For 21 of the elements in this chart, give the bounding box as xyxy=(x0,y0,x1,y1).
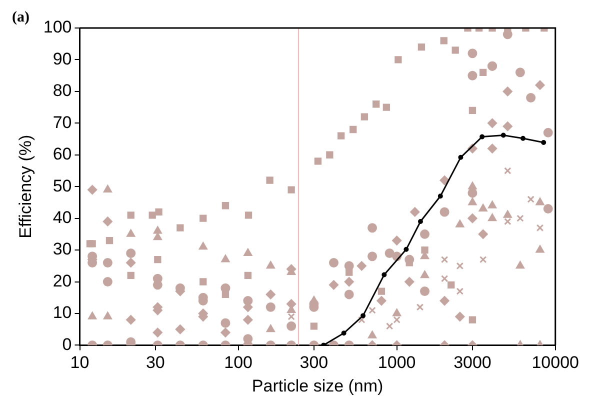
y-tick-label: 10 xyxy=(52,303,72,322)
y-tick-label: 90 xyxy=(52,49,72,68)
x-tick-label: 100 xyxy=(224,353,252,372)
y-tick-label: 60 xyxy=(52,144,72,164)
x-tick-label: 10 xyxy=(70,353,90,372)
y-tick-label: 70 xyxy=(52,112,72,132)
x-tick-label: 30 xyxy=(146,353,165,372)
y-tick-label: 0 xyxy=(62,334,72,354)
y-tick-label: 50 xyxy=(52,176,72,196)
y-axis-title: Efficiency (%) xyxy=(16,134,35,238)
x-tick-label: 10000 xyxy=(532,353,580,372)
y-tick-label: 20 xyxy=(52,271,72,290)
y-tick-label: 40 xyxy=(52,208,72,228)
y-tick-label: 30 xyxy=(52,240,72,259)
y-tick-label: 80 xyxy=(52,81,72,100)
text: (a) xyxy=(12,9,30,26)
x-tick-label: 300 xyxy=(300,353,328,372)
x-axis-title: Particle size (nm) xyxy=(252,376,384,396)
x-tick-label: 3000 xyxy=(454,353,492,372)
x-tick-label: 1000 xyxy=(378,353,416,372)
y-tick-label: 100 xyxy=(43,18,72,37)
